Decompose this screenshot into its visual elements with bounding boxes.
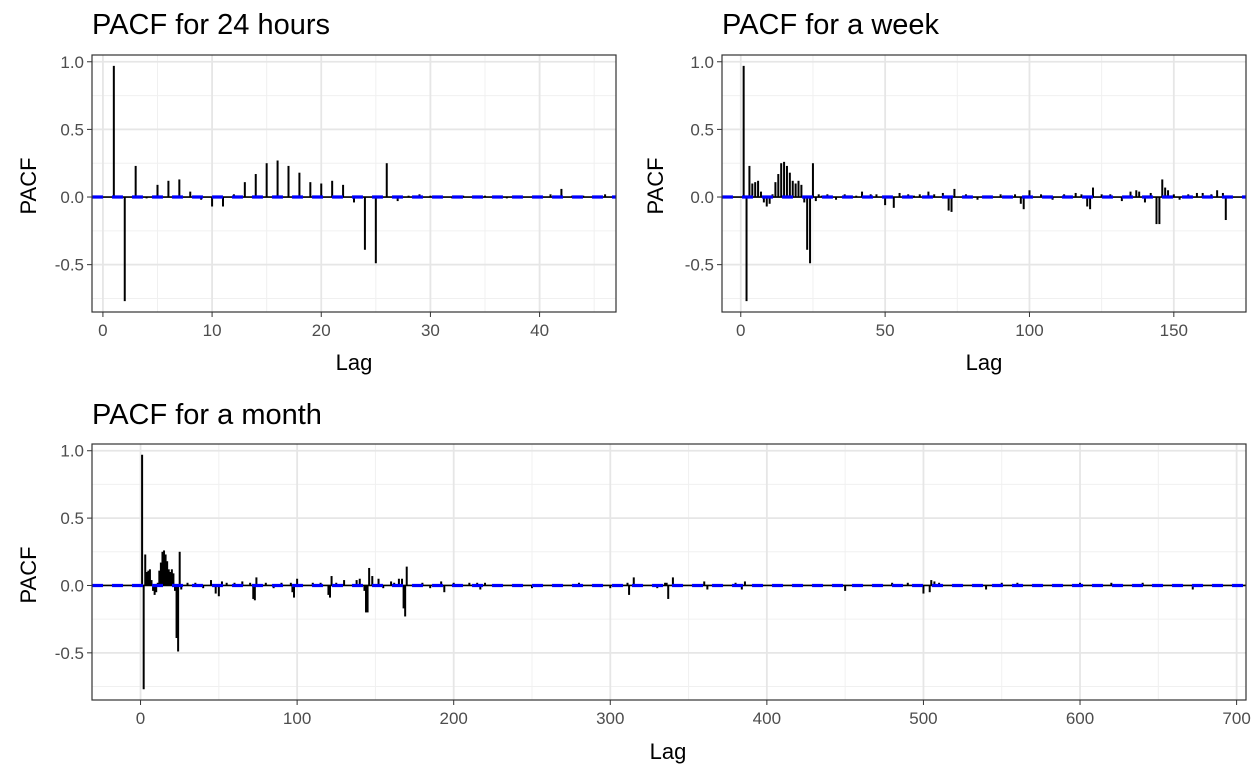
plot-panel-background xyxy=(92,444,1246,700)
x-tick-label: 20 xyxy=(312,321,331,340)
x-tick-label: 40 xyxy=(530,321,549,340)
x-axis-label: Lag xyxy=(966,350,1003,375)
y-tick-label: -0.5 xyxy=(685,256,714,275)
y-tick-label: 0.0 xyxy=(60,188,84,207)
x-tick-label: 600 xyxy=(1066,709,1094,728)
y-tick-label: -0.5 xyxy=(55,256,84,275)
pacf-24-hours-panel: PACF for 24 hours Lag PACF -0.5 0.0 0.5 1.0… xyxy=(16,9,617,375)
plot-panel-background xyxy=(722,55,1246,312)
x-tick-label: 10 xyxy=(203,321,222,340)
pacf-week-panel: PACF for a week Lag PACF -0.5 0.0 0.5 1.0 0 5… xyxy=(643,9,1247,375)
plot-panel-border xyxy=(91,443,1247,701)
pacf-month-panel: PACF for a month Lag PACF -0.5 0.0 0.5 1.0 0… xyxy=(16,399,1251,764)
y-axis-label: PACF xyxy=(643,157,668,214)
chart-title: PACF for a month xyxy=(92,399,322,431)
x-tick-label: 0 xyxy=(98,321,107,340)
y-tick-label: 1.0 xyxy=(60,53,84,72)
x-tick-label: 30 xyxy=(421,321,440,340)
y-tick-label: 0.0 xyxy=(60,576,84,595)
y-tick-label: 0.5 xyxy=(690,120,714,139)
y-tick-label: 1.0 xyxy=(690,53,714,72)
plot-panel-border xyxy=(721,54,1247,313)
plot-panel-border xyxy=(91,54,617,313)
y-tick-label: 1.0 xyxy=(60,442,84,461)
x-tick-label: 0 xyxy=(136,709,145,728)
x-tick-label: 700 xyxy=(1222,709,1250,728)
x-tick-label: 500 xyxy=(909,709,937,728)
y-axis-label: PACF xyxy=(16,546,41,603)
x-tick-label: 100 xyxy=(1015,321,1043,340)
x-tick-label: 300 xyxy=(596,709,624,728)
x-axis-label: Lag xyxy=(650,739,687,764)
x-tick-label: 400 xyxy=(753,709,781,728)
chart-title: PACF for a week xyxy=(722,9,940,41)
y-tick-label: 0.5 xyxy=(60,120,84,139)
y-tick-label: 0.0 xyxy=(690,188,714,207)
y-axis-label: PACF xyxy=(16,157,41,214)
x-tick-label: 0 xyxy=(736,321,745,340)
plot-panel-background xyxy=(92,55,616,312)
x-tick-label: 200 xyxy=(440,709,468,728)
y-tick-label: 0.5 xyxy=(60,509,84,528)
x-axis-label: Lag xyxy=(336,350,373,375)
x-tick-label: 100 xyxy=(283,709,311,728)
x-tick-label: 50 xyxy=(876,321,895,340)
y-tick-label: -0.5 xyxy=(55,644,84,663)
x-tick-label: 150 xyxy=(1160,321,1188,340)
chart-title: PACF for 24 hours xyxy=(92,9,330,41)
